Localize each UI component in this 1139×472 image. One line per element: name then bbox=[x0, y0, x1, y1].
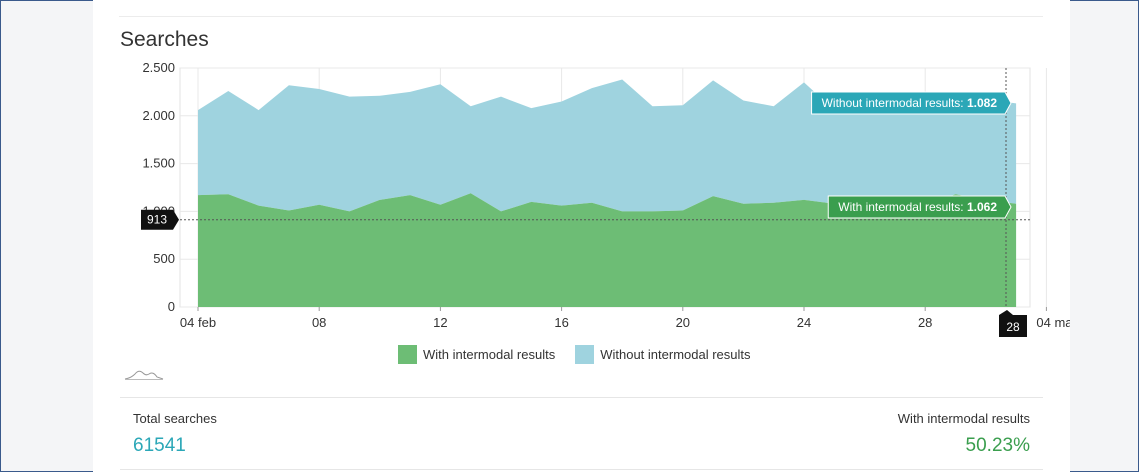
y-tick-label: 2.000 bbox=[142, 108, 175, 123]
point-without-intermodal[interactable] bbox=[650, 103, 656, 109]
top-divider bbox=[119, 16, 1043, 17]
legend-label-without: Without intermodal results bbox=[600, 347, 751, 362]
y-tick-label: 1.500 bbox=[142, 156, 175, 171]
tooltip-with-intermodal-text: With intermodal results: 1.062 bbox=[838, 200, 997, 214]
tooltip-without-intermodal-box bbox=[811, 91, 1012, 115]
legend-item-without[interactable]: Without intermodal results bbox=[575, 345, 751, 364]
point-without-intermodal[interactable] bbox=[528, 105, 534, 111]
x-tick-label: 04 feb bbox=[180, 315, 216, 330]
point-without-intermodal[interactable] bbox=[377, 93, 383, 99]
tooltip-without-intermodal-label: Without intermodal results: bbox=[822, 96, 967, 110]
point-with-intermodal[interactable] bbox=[650, 208, 656, 214]
crosshair-y-badge bbox=[141, 209, 179, 230]
crosshair-x-label: 28 bbox=[1006, 320, 1020, 334]
point-with-intermodal[interactable] bbox=[528, 199, 534, 205]
point-with-intermodal[interactable] bbox=[468, 190, 474, 196]
area-sparkline-icon[interactable] bbox=[123, 366, 165, 382]
point-without-intermodal[interactable] bbox=[316, 86, 322, 92]
point-without-intermodal[interactable] bbox=[1013, 100, 1019, 106]
legend-swatch-without bbox=[575, 345, 595, 364]
point-with-intermodal[interactable] bbox=[801, 197, 807, 203]
point-with-intermodal[interactable] bbox=[740, 201, 746, 207]
point-with-intermodal[interactable] bbox=[680, 207, 686, 213]
point-without-intermodal[interactable] bbox=[347, 94, 353, 100]
tooltip-without-intermodal-value: 1.082 bbox=[967, 96, 997, 110]
point-without-intermodal[interactable] bbox=[225, 88, 231, 94]
x-tick-label: 04 ma bbox=[1036, 315, 1070, 330]
point-without-intermodal[interactable] bbox=[407, 89, 413, 95]
tooltip-with-intermodal-box bbox=[827, 195, 1012, 219]
point-with-intermodal[interactable] bbox=[559, 203, 565, 209]
point-without-intermodal[interactable] bbox=[559, 98, 565, 104]
point-with-intermodal[interactable] bbox=[710, 193, 716, 199]
point-without-intermodal[interactable] bbox=[498, 94, 504, 100]
x-tick-label: 16 bbox=[554, 315, 568, 330]
point-without-intermodal[interactable] bbox=[801, 79, 807, 85]
legend-item-with[interactable]: With intermodal results bbox=[398, 345, 555, 364]
y-tick-label: 2.500 bbox=[142, 60, 175, 75]
tooltip-with-intermodal: With intermodal results: 1.062 bbox=[827, 195, 1012, 219]
x-tick-label: 08 bbox=[312, 315, 326, 330]
x-tick-label: 28 bbox=[918, 315, 932, 330]
point-with-intermodal[interactable] bbox=[316, 202, 322, 208]
point-with-intermodal[interactable] bbox=[225, 191, 231, 197]
series-area-with-intermodal[interactable] bbox=[198, 193, 1017, 307]
point-without-intermodal[interactable] bbox=[710, 77, 716, 83]
intermodal-label: With intermodal results bbox=[897, 411, 1030, 426]
point-with-intermodal[interactable] bbox=[347, 208, 353, 214]
point-with-intermodal[interactable] bbox=[771, 200, 777, 206]
point-with-intermodal[interactable] bbox=[256, 203, 262, 209]
point-with-intermodal[interactable] bbox=[498, 208, 504, 214]
point-with-intermodal[interactable] bbox=[407, 192, 413, 198]
point-without-intermodal[interactable] bbox=[589, 85, 595, 91]
point-with-intermodal[interactable] bbox=[286, 207, 292, 213]
stats-divider-top bbox=[120, 397, 1043, 398]
legend-swatch-with bbox=[398, 345, 417, 364]
y-tick-label: 500 bbox=[153, 251, 175, 266]
card-title: Searches bbox=[120, 28, 209, 51]
tooltip-without-intermodal: Without intermodal results: 1.082 bbox=[811, 91, 1012, 115]
point-without-intermodal[interactable] bbox=[437, 81, 443, 87]
point-without-intermodal[interactable] bbox=[680, 102, 686, 108]
legend-label-with: With intermodal results bbox=[423, 347, 556, 362]
intermodal-value: 50.23% bbox=[965, 435, 1030, 456]
stats-divider-bottom bbox=[120, 469, 1043, 470]
tooltip-with-intermodal-label: With intermodal results: bbox=[838, 200, 967, 214]
chart-legend: With intermodal results Without intermod… bbox=[398, 345, 771, 364]
point-without-intermodal[interactable] bbox=[771, 103, 777, 109]
total-searches-label: Total searches bbox=[133, 411, 217, 426]
tooltip-without-intermodal-text: Without intermodal results: 1.082 bbox=[822, 96, 998, 110]
point-with-intermodal[interactable] bbox=[437, 202, 443, 208]
point-without-intermodal[interactable] bbox=[286, 82, 292, 88]
point-with-intermodal[interactable] bbox=[195, 192, 201, 198]
point-without-intermodal[interactable] bbox=[195, 107, 201, 113]
x-tick-label: 24 bbox=[797, 315, 811, 330]
x-tick-label: 20 bbox=[676, 315, 690, 330]
y-tick-label: 0 bbox=[168, 299, 175, 314]
point-with-intermodal[interactable] bbox=[619, 208, 625, 214]
point-with-intermodal[interactable] bbox=[589, 200, 595, 206]
point-without-intermodal[interactable] bbox=[619, 76, 625, 82]
point-with-intermodal[interactable] bbox=[377, 197, 383, 203]
point-without-intermodal[interactable] bbox=[468, 103, 474, 109]
point-without-intermodal[interactable] bbox=[256, 107, 262, 113]
crosshair-y-label: 913 bbox=[147, 213, 167, 227]
crosshair-x-badge bbox=[999, 310, 1027, 337]
total-searches-value: 61541 bbox=[133, 435, 186, 456]
tooltip-with-intermodal-value: 1.062 bbox=[967, 200, 997, 214]
point-with-intermodal[interactable] bbox=[1013, 201, 1019, 207]
point-without-intermodal[interactable] bbox=[740, 98, 746, 104]
x-tick-label: 12 bbox=[433, 315, 447, 330]
